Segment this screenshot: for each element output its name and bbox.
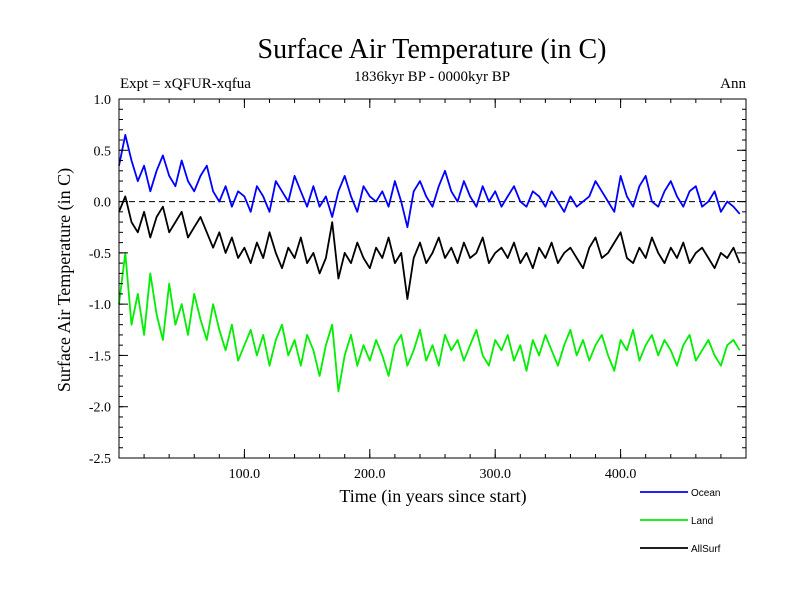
experiment-label: Expt = xQFUR-xqfua xyxy=(120,76,251,92)
y-tick-label: -2.0 xyxy=(89,401,111,416)
legend-label-allsurf: AllSurf xyxy=(691,544,721,555)
y-tick-label: -0.5 xyxy=(89,247,111,262)
x-tick-label: 100.0 xyxy=(229,467,261,482)
x-tick-label: 400.0 xyxy=(605,467,637,482)
chart-subtitle: 1836kyr BP - 0000kyr BP xyxy=(354,69,510,85)
y-tick-label: -1.0 xyxy=(89,298,111,313)
y-tick-label: -1.5 xyxy=(89,349,111,364)
y-tick-label: 1.0 xyxy=(94,93,112,108)
season-label: Ann xyxy=(720,76,746,92)
y-tick-label: -2.5 xyxy=(89,452,111,467)
series-line-allsurf xyxy=(118,195,741,300)
chart-title: Surface Air Temperature (in C) xyxy=(258,34,607,65)
legend-label-ocean: Ocean xyxy=(691,488,720,499)
y-tick-label: 0.5 xyxy=(94,144,112,159)
legend: Ocean Land AllSurf xyxy=(640,488,721,555)
x-tick-label: 300.0 xyxy=(479,467,511,482)
x-axis-label: Time (in years since start) xyxy=(339,486,526,507)
series-line-land xyxy=(118,251,741,393)
x-tick-label: 200.0 xyxy=(354,467,386,482)
series-line-ocean xyxy=(118,133,741,229)
y-axis-label: Surface Air Temperature (in C) xyxy=(54,168,75,392)
y-tick-label: 0.0 xyxy=(94,196,112,211)
legend-label-land: Land xyxy=(691,516,713,527)
plot-frame xyxy=(118,98,747,459)
plot-area: -2.5 -2.0 -1.5 -1.0 -0.5 0.0 0.5 1.0 100.0 200.0 3… xyxy=(89,93,747,482)
